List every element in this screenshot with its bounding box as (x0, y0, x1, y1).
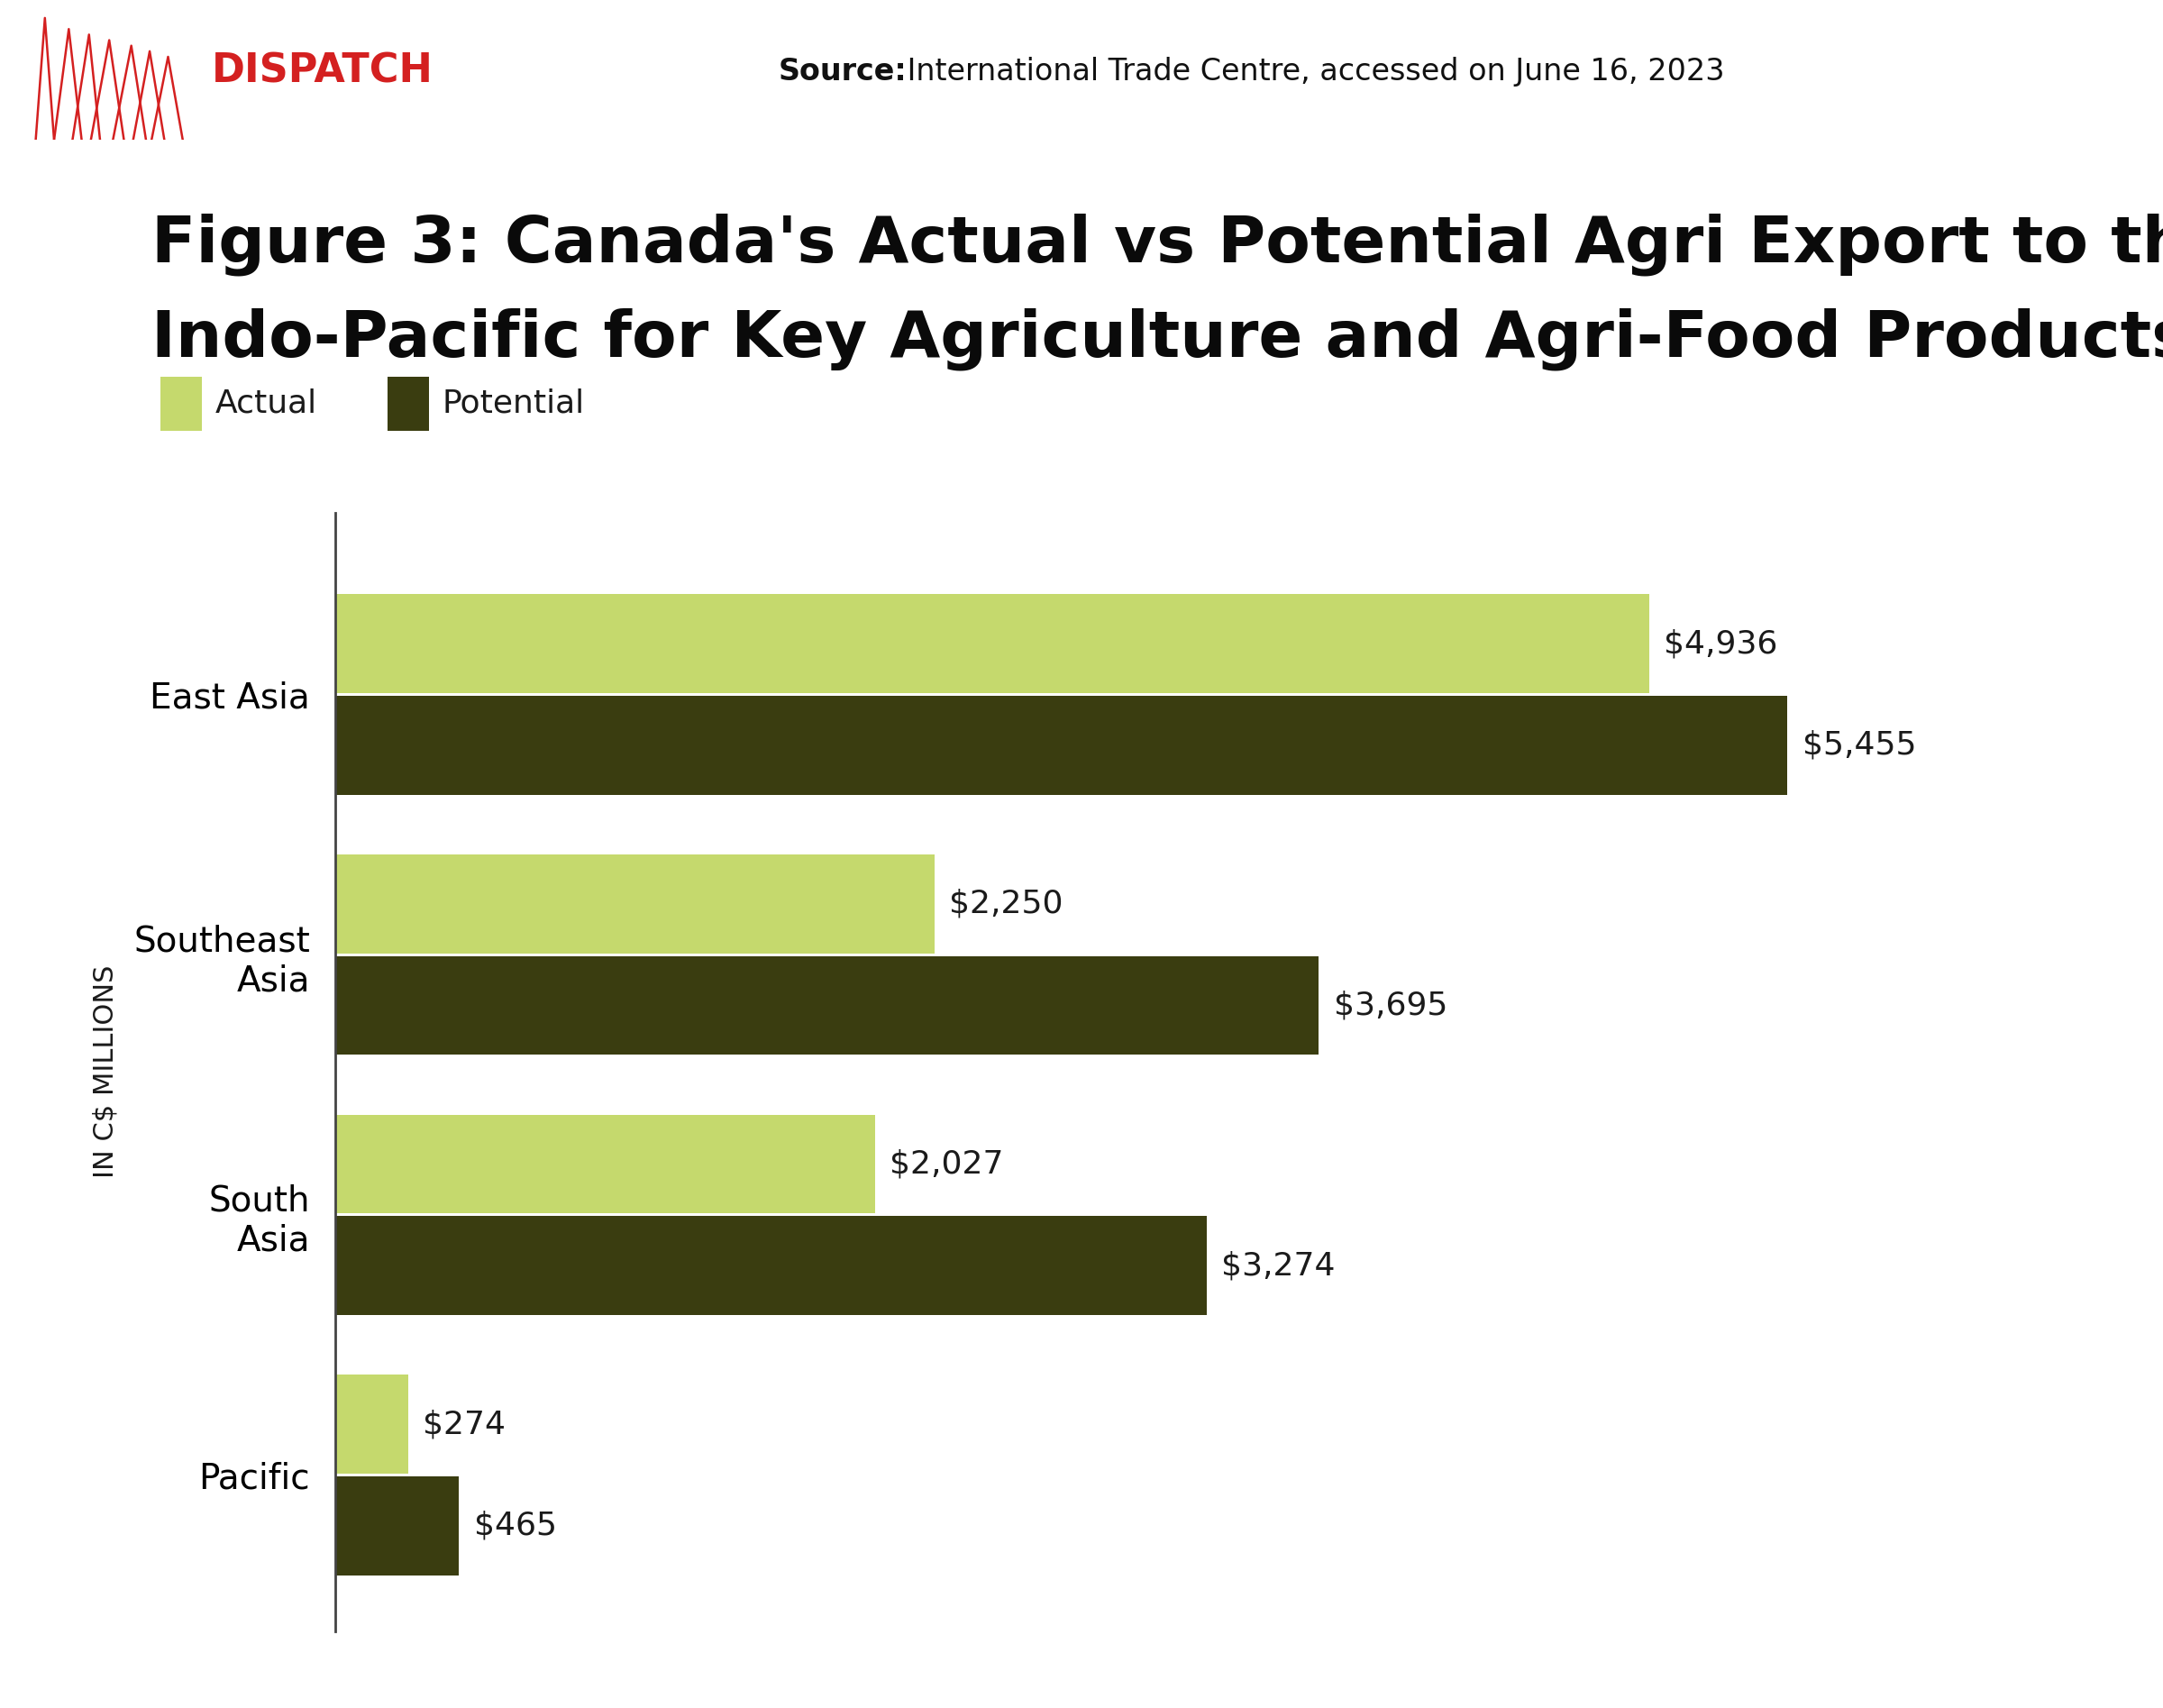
Bar (335, 854, 934, 953)
Text: Actual: Actual (216, 388, 318, 418)
Bar (335, 594, 1650, 693)
Bar (335, 1115, 874, 1214)
Text: $5,455: $5,455 (1802, 729, 1916, 760)
Text: $4,936: $4,936 (1663, 629, 1778, 659)
Bar (335, 1216, 1207, 1315)
Text: $3,274: $3,274 (1222, 1250, 1335, 1281)
Text: $3,695: $3,695 (1335, 991, 1447, 1021)
Bar (335, 1375, 409, 1474)
Text: $274: $274 (422, 1409, 506, 1440)
Bar (160, 376, 203, 430)
Text: $465: $465 (474, 1510, 556, 1541)
Bar (387, 376, 430, 430)
Text: International Trade Centre, accessed on June 16, 2023: International Trade Centre, accessed on … (898, 56, 1724, 87)
Bar (335, 1476, 459, 1575)
Text: $2,250: $2,250 (950, 888, 1062, 919)
Bar (335, 956, 1319, 1056)
Text: Source:: Source: (779, 56, 906, 87)
Text: Figure 3: Canada's Actual vs Potential Agri Export to the: Figure 3: Canada's Actual vs Potential A… (151, 214, 2163, 277)
Bar (335, 695, 1787, 794)
Text: DISPATCH: DISPATCH (212, 51, 433, 91)
Text: Indo-Pacific for Key Agriculture and Agri-Food Products: Indo-Pacific for Key Agriculture and Agr… (151, 307, 2163, 371)
Y-axis label: IN C$ MILLIONS: IN C$ MILLIONS (93, 965, 119, 1179)
Text: Potential: Potential (443, 388, 584, 418)
Text: $2,027: $2,027 (889, 1149, 1004, 1180)
